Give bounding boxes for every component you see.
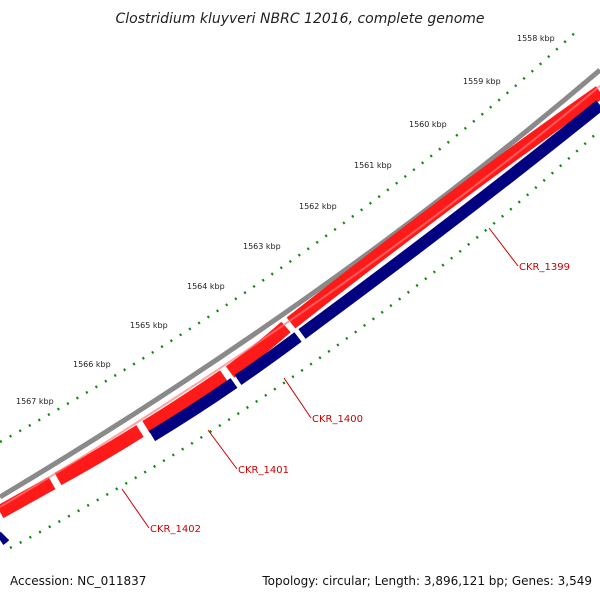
gene-label[interactable]: CKR_1400 [312, 414, 363, 425]
map-title: Clostridium kluyveri NBRC 12016, complet… [115, 11, 484, 27]
tick-label: 1566 kbp [73, 360, 111, 369]
tick-label: 1562 kbp [299, 202, 337, 211]
gene-leader-line [283, 377, 312, 419]
reverse-cds-segment [0, 531, 10, 545]
reverse-cds-segment [298, 100, 600, 339]
gene-labels: CKR_1399 CKR_1400 CKR_1401 CKR_1402 [150, 262, 570, 535]
forward-cds-track [0, 85, 600, 519]
tick-label: 1558 kbp [517, 34, 555, 43]
tick-label: 1560 kbp [409, 120, 447, 129]
tick-label: 1565 kbp [130, 321, 168, 330]
gene-leaders [121, 227, 519, 529]
genome-summary-text: Topology: circular; Length: 3,896,121 bp… [262, 574, 592, 588]
gene-label[interactable]: CKR_1401 [238, 465, 289, 476]
forward-cds-segment [0, 476, 56, 519]
kbp-tick-labels: 1558 kbp 1559 kbp 1560 kbp 1561 kbp 1562… [16, 34, 555, 406]
reverse-cds-segment [234, 332, 302, 385]
reverse-cds-track [0, 100, 600, 545]
accession-text: Accession: NC_011837 [10, 574, 147, 588]
tick-label: 1567 kbp [16, 397, 54, 406]
reverse-cds-segment [148, 378, 238, 442]
forward-cds-segment [54, 425, 144, 486]
genome-backbone [0, 68, 600, 500]
forward-cds-segment [142, 370, 228, 433]
tick-label: 1559 kbp [463, 77, 501, 86]
tick-label: 1564 kbp [187, 282, 225, 291]
inner-tick-ring [9, 129, 600, 550]
forward-cds-segment [225, 321, 291, 378]
gene-label[interactable]: CKR_1402 [150, 524, 201, 535]
outer-tick-ring [0, 27, 581, 444]
tick-label: 1561 kbp [354, 161, 392, 170]
gene-leader-line [488, 227, 519, 267]
gene-leader-line [121, 488, 150, 529]
gene-label[interactable]: CKR_1399 [519, 262, 570, 273]
gene-leader-line [207, 429, 238, 470]
tick-label: 1563 kbp [243, 242, 281, 251]
forward-cds-highlight [0, 85, 600, 508]
